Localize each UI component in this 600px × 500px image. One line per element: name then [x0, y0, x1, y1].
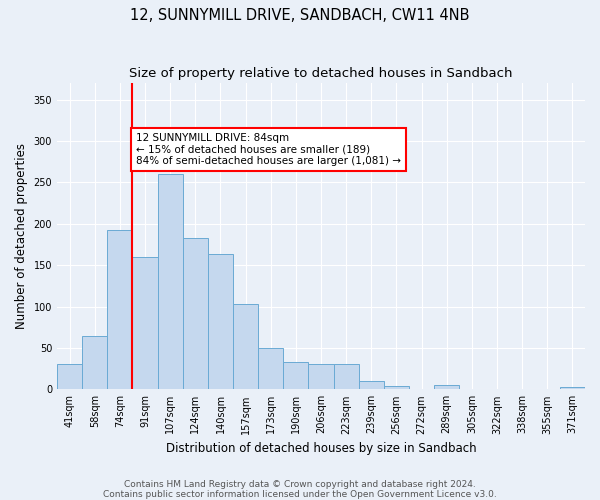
Bar	[233, 304, 258, 390]
Text: Contains HM Land Registry data © Crown copyright and database right 2024.
Contai: Contains HM Land Registry data © Crown c…	[103, 480, 497, 499]
Bar	[308, 364, 334, 390]
Bar	[133, 257, 158, 390]
Y-axis label: Number of detached properties: Number of detached properties	[15, 143, 28, 329]
Bar	[82, 336, 107, 390]
Bar	[57, 364, 82, 390]
Bar	[384, 386, 409, 390]
Bar	[434, 385, 459, 390]
Bar	[560, 387, 585, 390]
Title: Size of property relative to detached houses in Sandbach: Size of property relative to detached ho…	[129, 68, 513, 80]
Bar	[359, 381, 384, 390]
Bar	[283, 362, 308, 390]
Text: 12 SUNNYMILL DRIVE: 84sqm
← 15% of detached houses are smaller (189)
84% of semi: 12 SUNNYMILL DRIVE: 84sqm ← 15% of detac…	[136, 132, 401, 166]
Text: 12, SUNNYMILL DRIVE, SANDBACH, CW11 4NB: 12, SUNNYMILL DRIVE, SANDBACH, CW11 4NB	[130, 8, 470, 22]
Bar	[258, 348, 283, 390]
Bar	[208, 254, 233, 390]
Bar	[158, 174, 183, 390]
Bar	[334, 364, 359, 390]
Bar	[183, 238, 208, 390]
X-axis label: Distribution of detached houses by size in Sandbach: Distribution of detached houses by size …	[166, 442, 476, 455]
Bar	[107, 230, 133, 390]
